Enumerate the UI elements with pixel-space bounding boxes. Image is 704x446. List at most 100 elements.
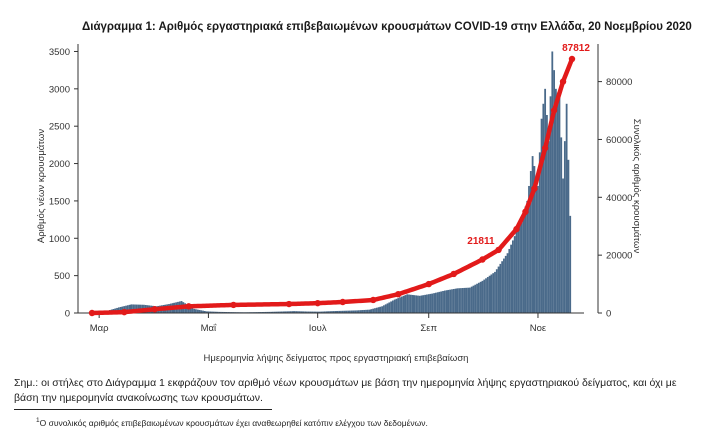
- bar: [300, 311, 303, 313]
- y-right-tick-label: 0: [606, 309, 611, 320]
- bar: [528, 185, 530, 313]
- bar: [495, 269, 498, 313]
- bar: [386, 303, 389, 313]
- bar: [343, 310, 346, 313]
- bar: [279, 311, 281, 313]
- bar: [374, 308, 376, 313]
- bar: [434, 292, 437, 313]
- bar: [393, 299, 396, 313]
- bar: [529, 171, 532, 313]
- bar: [494, 271, 496, 313]
- y-axis-left-label: Αριθμός νέων κρουσμάτων: [36, 129, 47, 243]
- bar: [544, 88, 547, 313]
- bar: [323, 311, 326, 313]
- bar: [452, 288, 455, 313]
- bar: [302, 311, 305, 313]
- chart-title: Διάγραμμα 1: Αριθμός εργαστηριακά επιβεβ…: [82, 21, 692, 33]
- bar: [562, 178, 564, 313]
- cumulative-point: [479, 256, 486, 263]
- bar: [497, 266, 500, 313]
- bar: [318, 311, 321, 313]
- bar: [347, 310, 350, 313]
- bar: [520, 217, 523, 313]
- bar: [399, 297, 401, 313]
- cumulative-point: [339, 298, 346, 306]
- bar: [519, 223, 521, 313]
- y-left-tick-label: 3500: [49, 47, 70, 58]
- bar: [306, 311, 308, 313]
- bar: [332, 311, 335, 313]
- y-left-tick-label: 1000: [49, 234, 70, 245]
- annotations-layer: 87812 21811: [467, 43, 590, 247]
- bar: [202, 310, 204, 313]
- cumulative-point: [550, 107, 558, 114]
- bar: [515, 231, 518, 313]
- bar: [477, 282, 480, 313]
- bar: [329, 311, 332, 313]
- cumulative-point: [425, 280, 432, 288]
- bar: [538, 152, 541, 313]
- bar: [429, 293, 432, 313]
- bar: [264, 311, 267, 313]
- bar: [565, 103, 568, 313]
- cumulative-point: [121, 308, 128, 316]
- y-left-tick-label: 0: [65, 309, 70, 320]
- bar: [126, 305, 129, 313]
- bar: [567, 159, 570, 313]
- bar: [196, 309, 199, 313]
- bar: [223, 311, 226, 313]
- bar: [280, 311, 283, 313]
- x-tick-label: Μαΐ: [201, 323, 217, 334]
- bar: [193, 308, 195, 313]
- bar: [513, 236, 516, 313]
- axes-layer: 0 500 1000 1500 2000 2500 3000 3500 0 20000 40000 6…: [49, 44, 632, 334]
- bar: [472, 285, 475, 313]
- cumulative-point: [531, 185, 538, 192]
- bar: [214, 311, 217, 313]
- bar: [293, 311, 296, 313]
- y-right-tick-label: 80000: [606, 77, 632, 88]
- bar: [284, 311, 287, 313]
- bar: [517, 227, 520, 313]
- bar: [361, 310, 364, 313]
- bar: [542, 103, 545, 313]
- y-right-tick-label: 60000: [606, 135, 632, 146]
- bar: [492, 273, 495, 313]
- bar: [130, 304, 133, 313]
- bar: [427, 294, 430, 313]
- bar: [307, 311, 310, 313]
- cumulative-point: [185, 303, 192, 310]
- bar: [470, 286, 473, 313]
- bar: [207, 311, 210, 313]
- bar: [381, 306, 384, 313]
- bar: [331, 311, 333, 313]
- bar: [438, 291, 441, 313]
- bar: [458, 288, 461, 313]
- bar: [363, 309, 366, 313]
- bar: [422, 295, 425, 313]
- bar: [456, 288, 459, 313]
- bar: [277, 311, 280, 313]
- bar: [408, 294, 410, 313]
- bar: [216, 311, 219, 313]
- bar: [431, 293, 434, 313]
- x-axis-label: Ημερομηνία λήψης δείγματος προς εργαστηρ…: [204, 353, 469, 364]
- bar: [356, 310, 358, 313]
- bar: [275, 311, 278, 313]
- bar: [372, 308, 375, 313]
- y-right-tick-label: 20000: [606, 251, 632, 262]
- bar: [340, 310, 342, 313]
- bar: [370, 309, 373, 313]
- cumulative-point: [559, 78, 567, 85]
- x-tick-label: Νοε: [530, 323, 547, 334]
- x-tick-label: Σεπ: [420, 323, 437, 334]
- cumulative-point: [541, 144, 549, 152]
- bar: [417, 295, 419, 313]
- bar: [420, 295, 423, 313]
- bar: [479, 281, 482, 313]
- bar: [558, 96, 561, 313]
- cumulative-line-layer: [88, 55, 576, 317]
- bar: [549, 96, 552, 313]
- y-left-tick-label: 1500: [49, 196, 70, 207]
- annotation-label: 87812: [562, 43, 590, 54]
